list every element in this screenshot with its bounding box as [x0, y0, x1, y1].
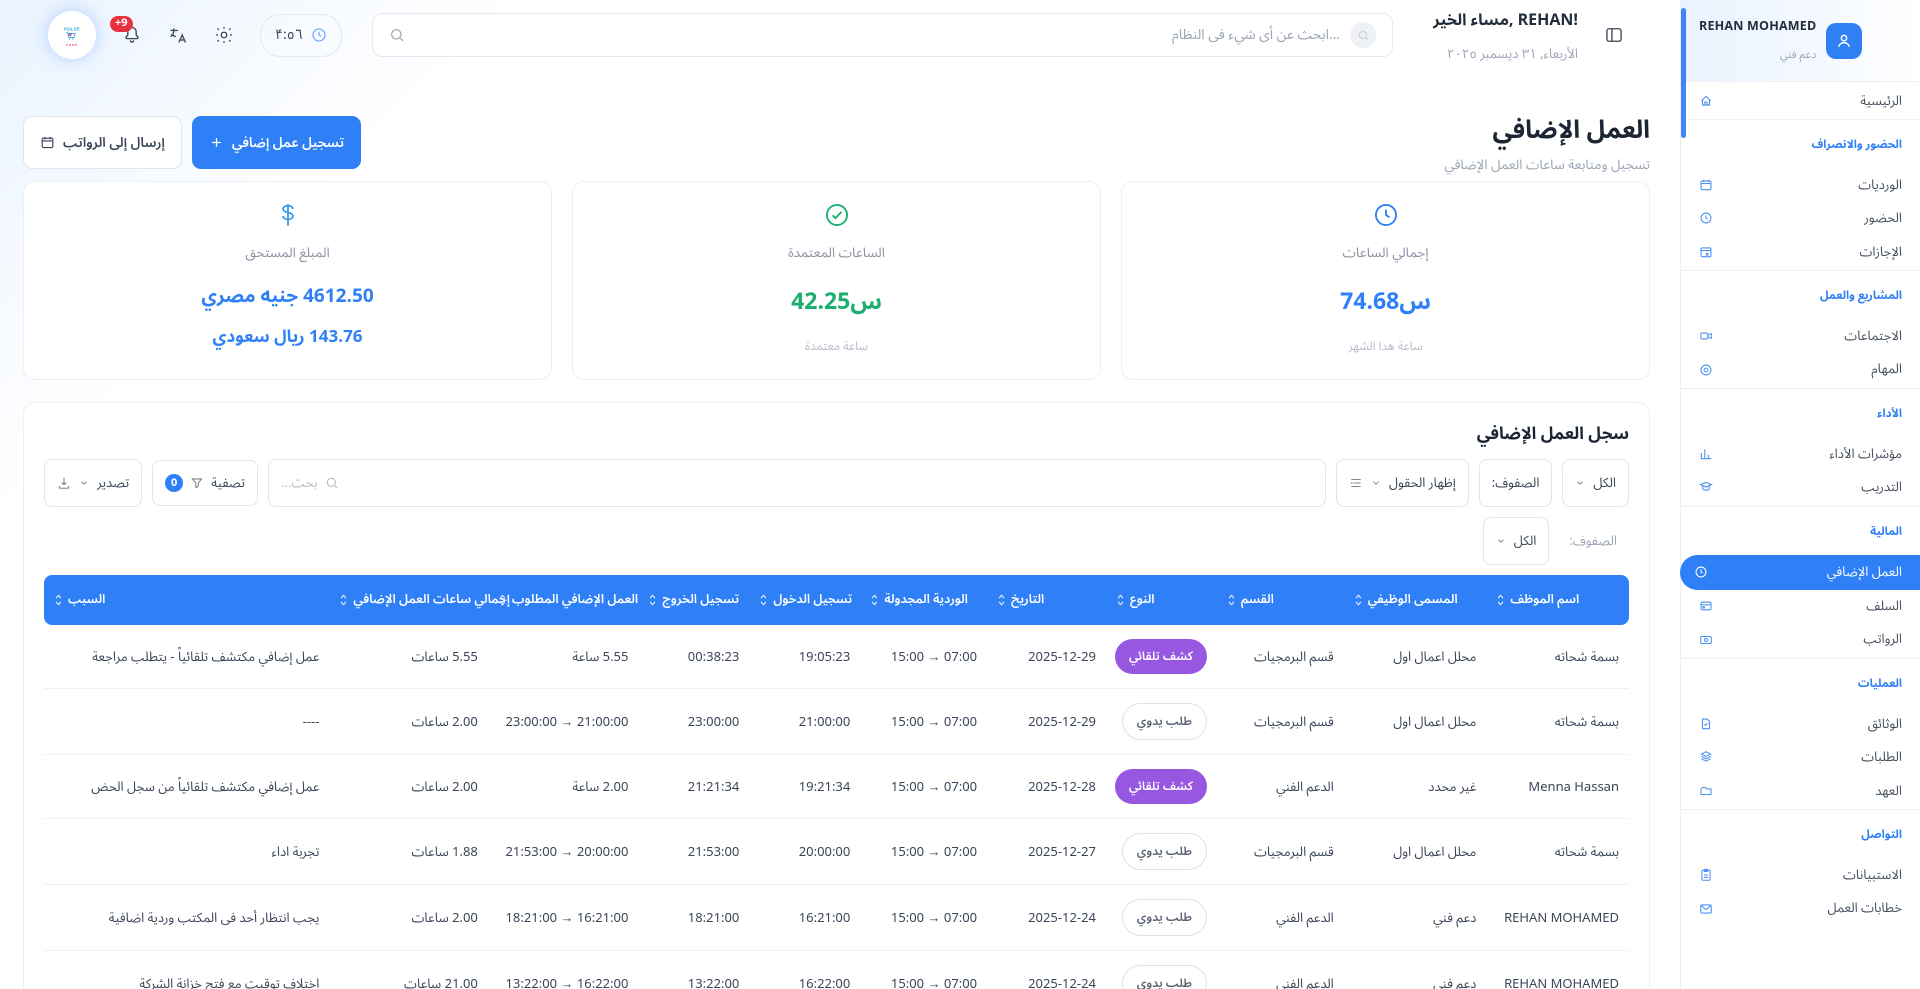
svg-text:SHOP: SHOP	[66, 43, 78, 47]
svg-text:PULSE: PULSE	[64, 27, 80, 32]
